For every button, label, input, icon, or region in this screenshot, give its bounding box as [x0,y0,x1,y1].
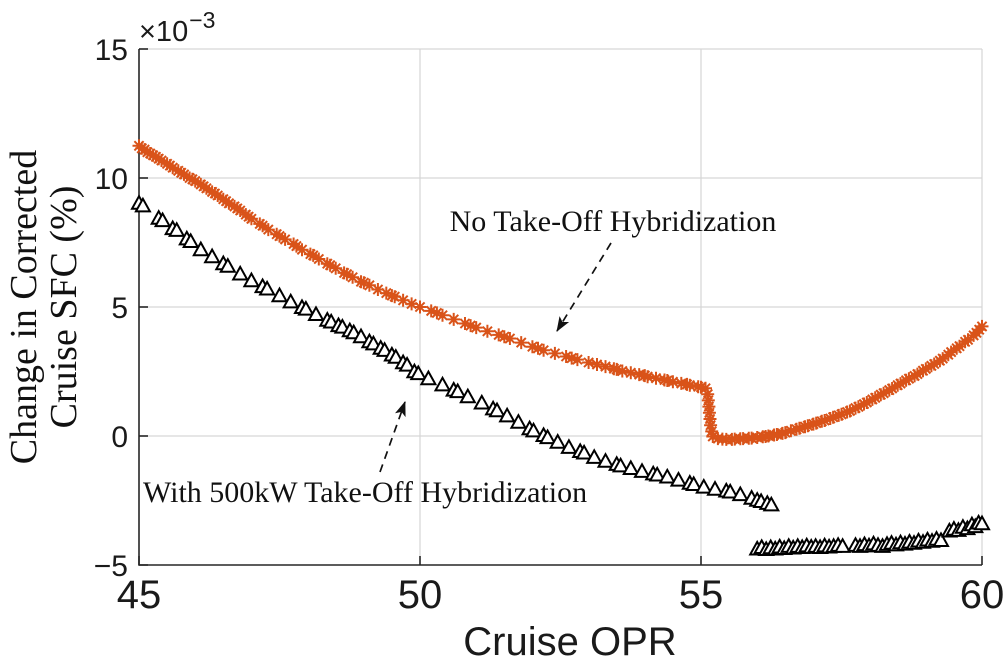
triangle-marker [419,369,438,386]
x-tick-label: 60 [960,573,1005,617]
triangle-marker [658,467,676,484]
grid-layer [139,48,983,565]
triangle-marker [192,240,210,257]
triangle-marker [398,355,416,372]
triangle-marker [387,348,405,364]
triangle-marker [498,406,516,423]
triangle-marker [433,375,452,392]
triangle-marker [549,433,567,449]
y-tick-label: −5 [94,550,128,583]
y-tick-label: 5 [111,292,128,325]
triangle-marker [459,387,477,404]
triangle-marker [575,443,593,460]
triangle-marker [297,299,315,316]
triangle-marker [973,514,991,531]
triangle-marker [669,470,688,487]
triangle-marker [509,413,528,429]
y-axis-label-line2: Cruise SFC (%) [43,186,85,429]
x-tick-label: 55 [679,573,724,617]
triangle-marker [409,364,427,381]
triangle-marker [182,232,200,248]
triangle-marker [622,459,640,475]
triangle-marker [231,264,249,281]
triangle-marker [538,428,557,445]
axes-layer [138,48,983,566]
triangle-marker [611,456,630,473]
triangle-marker [134,196,152,213]
triangle-marker [633,462,651,478]
series-layer [130,139,991,556]
triangle-marker [282,292,300,309]
triangle-marker [560,438,578,454]
triangle-marker [219,257,237,273]
y-tick-label: 10 [95,163,128,196]
triangle-marker [731,485,749,502]
y-axis-label-line1: Change in Corrected [3,150,45,464]
triangle-marker [695,477,713,494]
x-tick-label: 45 [117,573,162,617]
triangle-marker [203,247,221,264]
annotation-no-hybridization: No Take-Off Hybridization [450,205,777,238]
annotation-arrow-no-hybridization [556,242,612,332]
x-axis-label: Cruise OPR [463,620,676,664]
y-tick-label: 15 [95,34,128,67]
triangle-marker [258,279,276,296]
triangle-marker [932,531,950,547]
triangle-marker [648,465,666,482]
triangle-marker [153,211,172,228]
triangle-marker [524,421,543,438]
y-axis-multiplier: ×10−3 [139,7,215,48]
triangle-marker [242,271,261,288]
triangle-marker [762,495,780,512]
triangle-marker [833,537,852,553]
y-tick-label: 0 [111,421,128,454]
asterisk-markers [132,139,989,446]
triangle-marker [352,327,370,344]
x-tick-label: 50 [398,573,443,617]
triangle-marker [685,475,703,491]
series-no-take-off-hybridization [132,139,989,446]
series-with-take-off-hybridization [130,194,991,556]
triangle-marker [585,448,603,464]
triangle-marker [449,382,467,399]
triangle-marker [307,305,325,321]
triangle-marker [706,480,724,496]
triangle-marker [721,482,739,499]
triangle-marker [168,221,186,237]
annotation-with-hybridization: With 500kW Take-Off Hybridization [143,476,587,509]
triangle-marker [473,393,491,410]
triangle-marker [596,452,615,468]
triangle-marker [270,286,289,303]
triangle-marker [488,401,506,418]
annotation-arrow-with-hybridization [379,401,406,473]
